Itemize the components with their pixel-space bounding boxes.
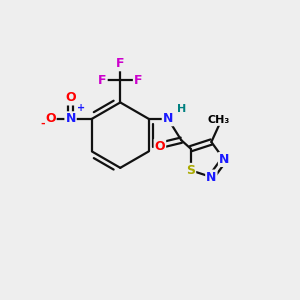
Text: F: F bbox=[98, 74, 107, 87]
Text: CH₃: CH₃ bbox=[208, 115, 230, 125]
Text: O: O bbox=[45, 112, 56, 125]
Text: S: S bbox=[186, 164, 195, 177]
Text: F: F bbox=[134, 74, 142, 87]
Text: H: H bbox=[177, 104, 187, 114]
Text: N: N bbox=[65, 112, 76, 125]
Text: -: - bbox=[40, 119, 45, 129]
Text: N: N bbox=[206, 170, 217, 184]
Text: O: O bbox=[65, 92, 76, 104]
Text: O: O bbox=[154, 140, 165, 153]
Text: +: + bbox=[76, 103, 85, 113]
Text: F: F bbox=[116, 57, 124, 70]
Text: N: N bbox=[219, 153, 229, 166]
Text: N: N bbox=[163, 112, 173, 125]
